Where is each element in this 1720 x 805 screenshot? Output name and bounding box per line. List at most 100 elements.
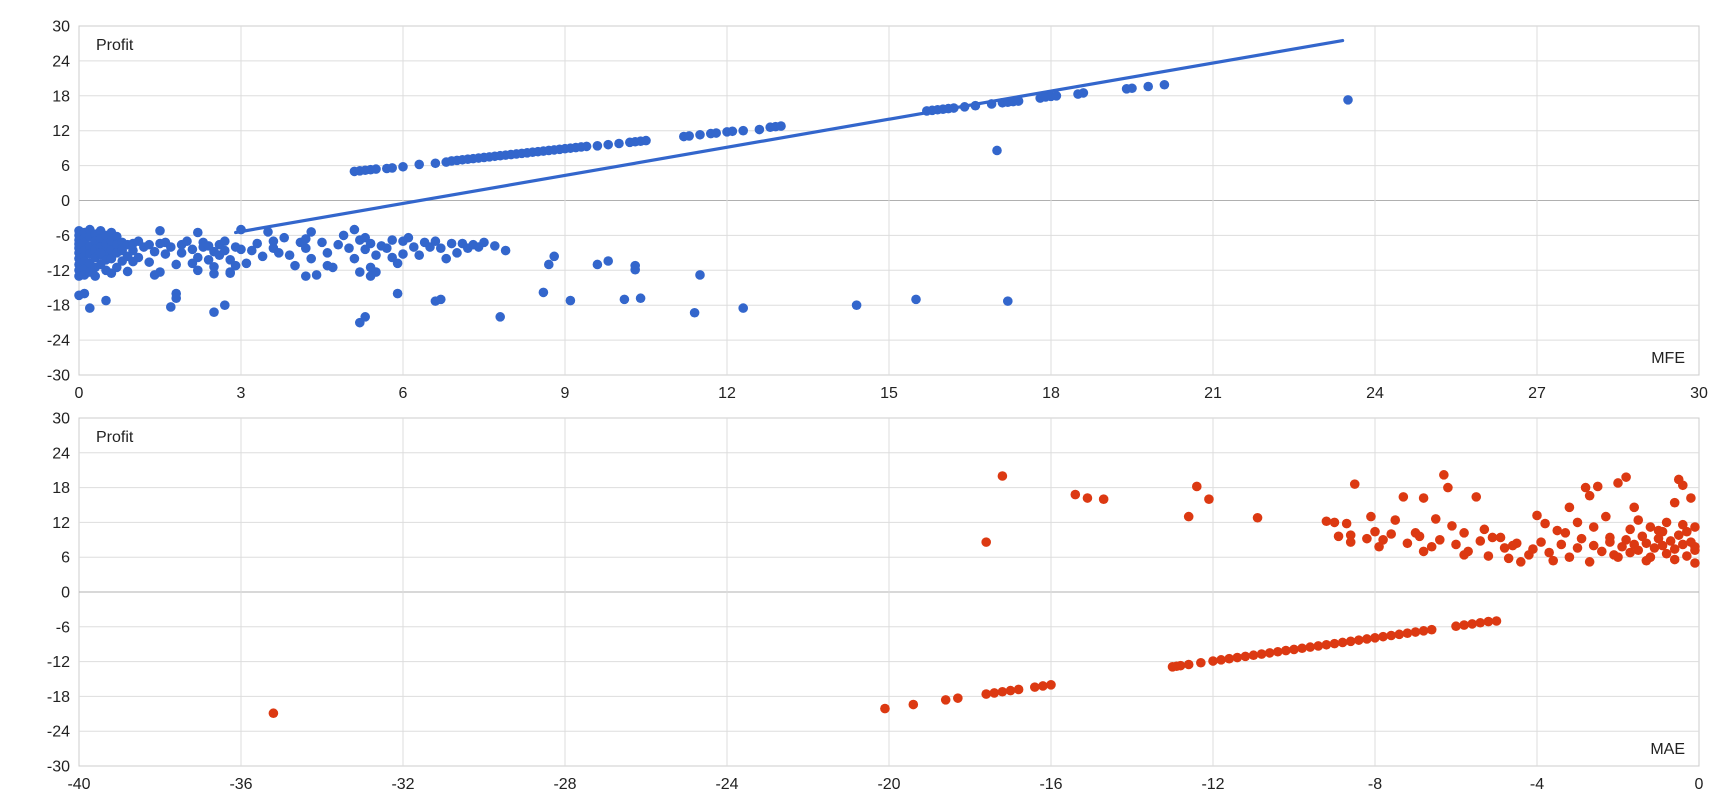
mfe-panel: -30 -24 -18 -12 -6 0 6 12 18 24 30 0 3 6 9 12 15 18 21 24 27… — [47, 19, 1708, 403]
mae-point — [1669, 554, 1680, 565]
mae-point — [1690, 558, 1700, 568]
mae-point — [1435, 535, 1445, 545]
mfe-point — [495, 312, 506, 322]
mfe-point — [90, 271, 100, 281]
mae-point — [1633, 545, 1644, 556]
mfe-x-tick-label: 6 — [399, 385, 408, 402]
mae-point — [1605, 537, 1615, 547]
mae-point — [1528, 544, 1538, 554]
mfe-point — [279, 232, 290, 243]
mae-point — [1471, 492, 1482, 502]
mae-point — [1621, 535, 1631, 545]
mae-point — [1232, 652, 1243, 663]
mae-point — [1459, 528, 1469, 538]
mae-point — [1394, 629, 1405, 640]
mfe-x-tick-label: 0 — [75, 385, 84, 402]
mae-point — [1678, 519, 1688, 530]
mfe-point — [85, 303, 95, 313]
mae-point — [1183, 511, 1194, 522]
mae-y-tick-label: 24 — [52, 445, 70, 462]
mae-point — [1196, 657, 1206, 668]
mae-point — [1175, 660, 1186, 671]
mfe-point — [144, 239, 154, 250]
mae-point — [1613, 552, 1623, 562]
mfe-trendline — [234, 38, 1345, 235]
mfe-point — [284, 250, 295, 260]
mfe-point — [268, 236, 279, 247]
mae-point — [1321, 516, 1332, 527]
mae-point — [1669, 497, 1680, 508]
mae-point — [1552, 525, 1563, 536]
mfe-point — [500, 245, 511, 256]
mae-point — [1354, 635, 1364, 645]
mfe-y-tick-label: 30 — [52, 19, 70, 36]
mae-x-tick-label: -12 — [1201, 776, 1224, 793]
mae-point — [1447, 521, 1457, 531]
mae-point — [1273, 646, 1283, 657]
mfe-point — [171, 259, 181, 270]
mae-point — [1548, 555, 1558, 566]
mfe-y-axis-title: Profit — [96, 37, 134, 54]
mfe-x-tick-label: 15 — [880, 385, 898, 402]
mfe-point — [193, 265, 203, 276]
mae-point — [1183, 659, 1194, 670]
mfe-point — [322, 260, 333, 271]
mae-point — [1532, 510, 1542, 521]
mae-point — [1592, 481, 1603, 492]
mfe-point — [398, 161, 408, 172]
mfe-x-tick-label: 30 — [1690, 385, 1708, 402]
mae-point — [1503, 553, 1514, 564]
mae-point — [1572, 517, 1583, 528]
mae-x-tick-label: 0 — [1695, 776, 1704, 793]
mfe-point — [614, 138, 624, 149]
mae-point — [1005, 685, 1016, 696]
mfe-point — [128, 245, 138, 256]
mae-point — [1572, 543, 1583, 553]
mae-point — [1402, 538, 1413, 549]
mfe-y-tick-label: -30 — [47, 368, 70, 385]
mae-point — [1653, 533, 1664, 544]
mfe-point — [220, 245, 230, 256]
mfe-x-tick-label: 24 — [1366, 385, 1384, 402]
mae-x-tick-label: -28 — [553, 776, 576, 793]
mfe-point — [441, 253, 452, 264]
mfe-point — [128, 256, 138, 267]
mae-point — [1329, 638, 1340, 649]
mfe-x-tick-label: 12 — [718, 385, 736, 402]
mae-point — [1560, 528, 1571, 538]
mfe-point — [311, 270, 322, 280]
mae-x-tick-label: -40 — [67, 776, 90, 793]
mae-point — [1588, 540, 1599, 551]
mfe-point — [1003, 296, 1013, 306]
mae-point — [1430, 514, 1441, 524]
mae-point — [1418, 546, 1429, 557]
mae-x-axis-title: MAE — [1650, 741, 1685, 758]
mfe-point — [209, 268, 219, 279]
mae-point — [953, 693, 963, 703]
mae-point — [1483, 551, 1494, 561]
mae-point — [1641, 538, 1652, 549]
mae-y-tick-label: 6 — [61, 550, 70, 567]
mfe-point — [409, 242, 419, 252]
mae-x-tick-label: -32 — [391, 776, 414, 793]
mae-point — [1584, 490, 1595, 501]
mae-point — [1418, 626, 1429, 636]
mae-point — [1341, 518, 1352, 529]
mfe-point — [603, 256, 613, 266]
mae-point — [1564, 502, 1575, 513]
mae-point — [1204, 494, 1214, 505]
mfe-point — [166, 302, 176, 312]
mfe-point — [209, 307, 219, 317]
mfe-point — [193, 252, 203, 263]
mae-point — [997, 686, 1008, 697]
mae-point — [981, 689, 991, 699]
mae-point — [1633, 515, 1644, 525]
mae-y-tick-label: -12 — [47, 654, 70, 671]
mae-point — [1390, 515, 1401, 525]
mae-point — [1491, 616, 1502, 626]
mfe-point — [641, 135, 651, 146]
mfe-point — [387, 252, 398, 263]
mfe-point — [392, 288, 403, 299]
mfe-point — [371, 164, 381, 174]
